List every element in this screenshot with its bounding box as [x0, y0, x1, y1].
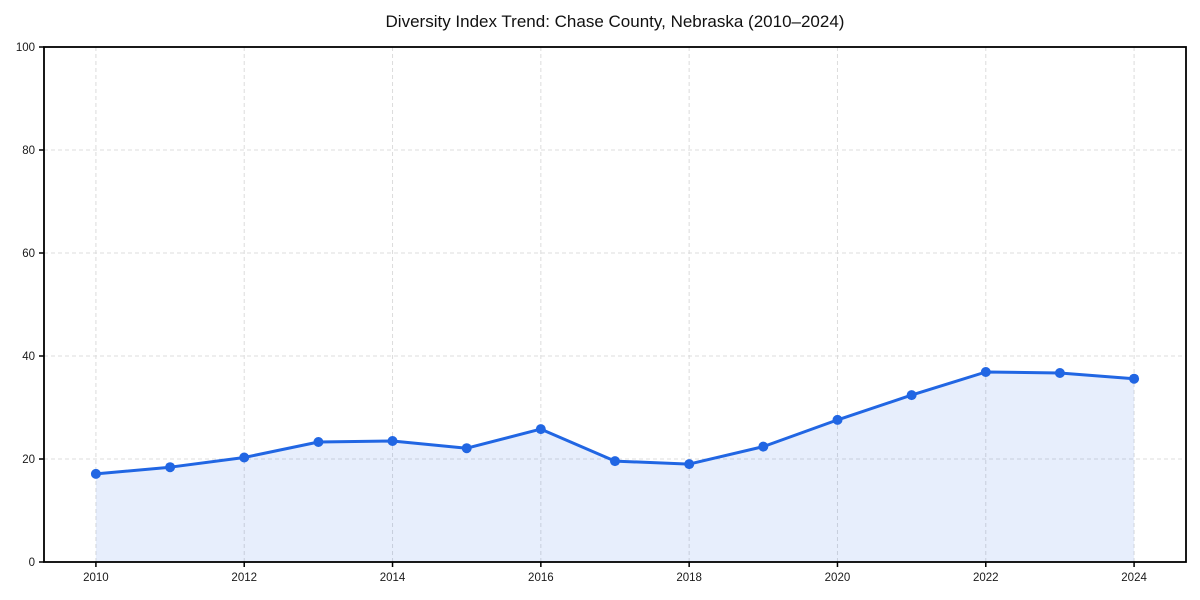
x-tick-label-2020: 2020 — [825, 572, 851, 584]
y-tick-label-0: 0 — [29, 557, 35, 569]
data-point-2012 — [239, 452, 250, 463]
data-point-2016 — [535, 424, 546, 435]
data-point-2023 — [1054, 368, 1065, 378]
data-point-2020 — [832, 414, 843, 425]
y-tick-label-60: 60 — [22, 248, 35, 260]
data-point-2010 — [90, 468, 101, 479]
y-tick-label-100: 100 — [16, 42, 35, 54]
data-point-2022 — [980, 367, 991, 377]
x-tick-label-2014: 2014 — [380, 572, 406, 584]
data-point-2021 — [906, 390, 917, 401]
data-point-2017 — [610, 456, 620, 467]
y-tick-label-40: 40 — [22, 351, 35, 363]
x-tick-label-2018: 2018 — [676, 572, 702, 584]
area-fill — [95, 372, 1135, 562]
x-tick-label-2012: 2012 — [231, 572, 257, 584]
plot-border — [43, 46, 1187, 563]
data-point-2011 — [165, 462, 176, 473]
data-point-2014 — [387, 436, 398, 446]
data-point-2019 — [758, 441, 769, 452]
data-point-2015 — [461, 443, 472, 454]
y-tick-label-20: 20 — [22, 454, 35, 466]
data-point-2013 — [313, 437, 324, 447]
y-tick-label-80: 80 — [22, 145, 35, 157]
x-tick-label-2022: 2022 — [973, 572, 999, 584]
data-point-2018 — [684, 459, 695, 470]
x-tick-label-2010: 2010 — [83, 572, 109, 584]
x-tick-label-2016: 2016 — [528, 572, 554, 584]
data-point-2024 — [1129, 373, 1140, 384]
x-tick-label-2024: 2024 — [1121, 572, 1147, 584]
chart-title: Diversity Index Trend: Chase County, Neb… — [385, 12, 845, 31]
